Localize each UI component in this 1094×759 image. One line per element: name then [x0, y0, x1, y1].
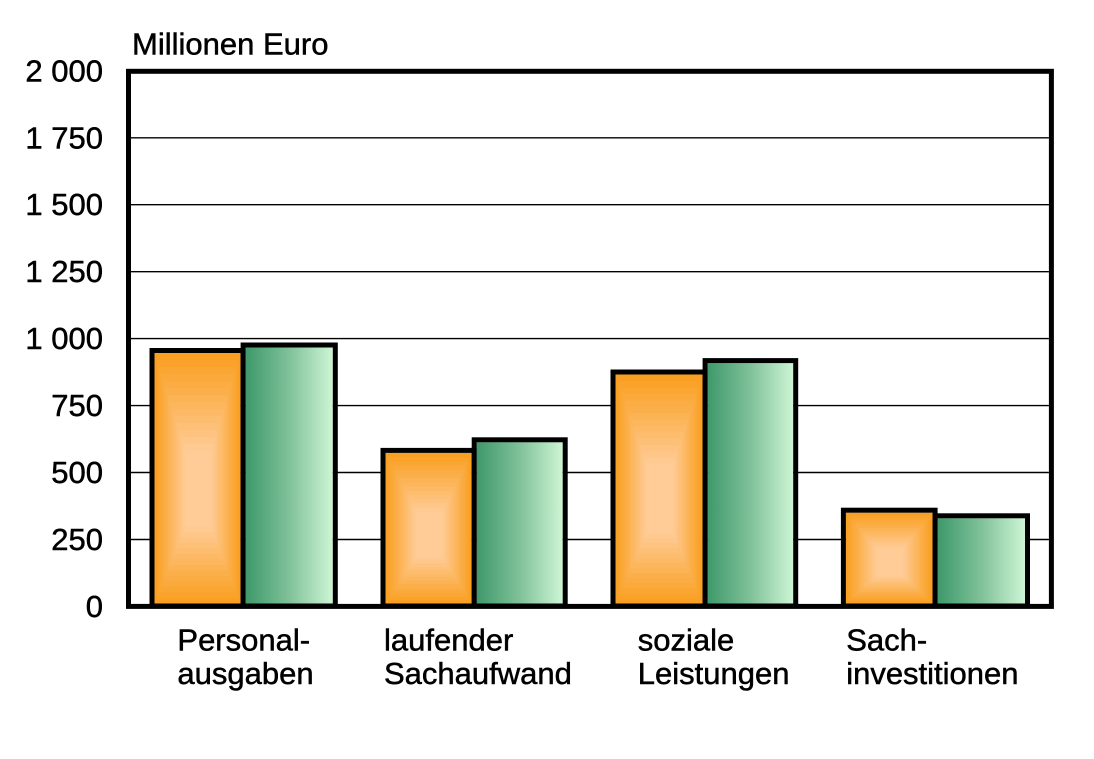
svg-text:0: 0: [86, 589, 103, 624]
svg-text:soziale: soziale: [638, 623, 735, 658]
svg-text:1 250: 1 250: [25, 254, 103, 289]
svg-text:Personal-: Personal-: [177, 623, 310, 658]
svg-text:Leistungen: Leistungen: [638, 656, 790, 691]
svg-text:Millionen Euro: Millionen Euro: [132, 27, 328, 62]
svg-text:2 000: 2 000: [25, 53, 103, 88]
svg-text:500: 500: [51, 455, 103, 490]
svg-text:250: 250: [51, 522, 103, 557]
svg-text:1 000: 1 000: [25, 321, 103, 356]
svg-text:1 750: 1 750: [25, 120, 103, 155]
svg-text:investitionen: investitionen: [846, 656, 1018, 691]
svg-text:ausgaben: ausgaben: [177, 656, 313, 691]
svg-text:750: 750: [51, 388, 103, 423]
svg-text:Sach-: Sach-: [846, 623, 927, 658]
svg-text:Sachaufwand: Sachaufwand: [384, 656, 572, 691]
svg-text:laufender: laufender: [384, 623, 513, 658]
svg-text:1 500: 1 500: [25, 187, 103, 222]
